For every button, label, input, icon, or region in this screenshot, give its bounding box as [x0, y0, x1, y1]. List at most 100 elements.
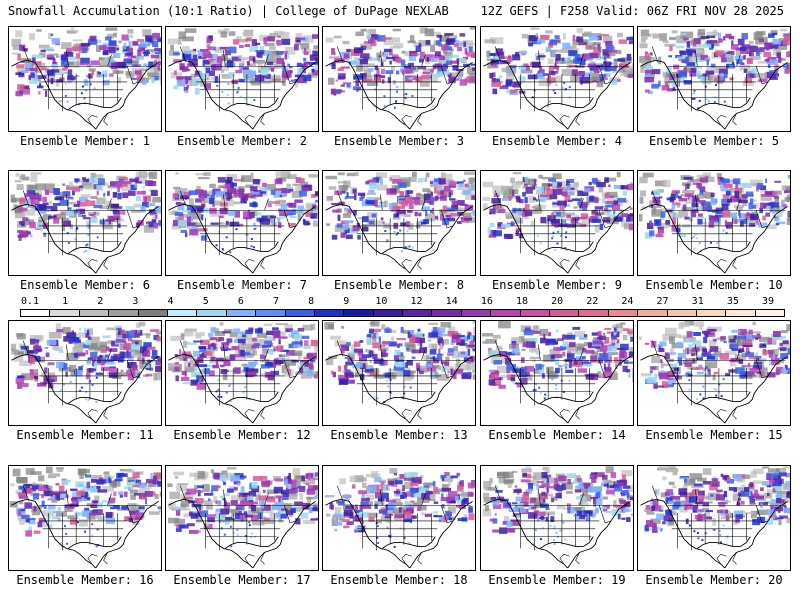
- snow-pixel: [430, 196, 437, 202]
- snow-pixel: [748, 202, 753, 210]
- snow-pixel: [65, 532, 68, 535]
- snow-pixel: [156, 369, 161, 373]
- snow-pixel: [545, 30, 553, 34]
- snow-pixel: [441, 366, 446, 373]
- snow-pixel: [515, 230, 519, 237]
- snow-pixel: [628, 351, 633, 358]
- snow-pixel: [693, 47, 704, 53]
- snow-pixel: [167, 483, 173, 488]
- snow-pixel: [216, 57, 223, 64]
- snow-pixel: [276, 39, 281, 46]
- snow-pixel: [568, 191, 574, 196]
- snow-pixel: [73, 204, 80, 207]
- snow-pixel: [543, 333, 546, 341]
- snow-pixel: [689, 70, 697, 77]
- snow-pixel: [113, 213, 121, 218]
- snow-pixel: [96, 197, 106, 205]
- snow-pixel: [89, 217, 98, 224]
- snow-pixel: [707, 205, 713, 213]
- snow-pixel: [273, 476, 281, 481]
- snow-pixel: [566, 214, 572, 218]
- snow-pixel: [237, 343, 245, 352]
- snow-pixel: [99, 219, 105, 225]
- snow-pixel: [448, 501, 456, 504]
- snow-pixel: [305, 61, 311, 65]
- state-borders: [336, 340, 471, 420]
- snow-pixel: [434, 215, 439, 220]
- snow-pixel: [121, 505, 128, 510]
- snow-pixel: [415, 45, 422, 53]
- snow-pixel: [225, 517, 230, 525]
- snow-pixel: [251, 39, 258, 46]
- snow-pixel: [116, 336, 119, 341]
- snow-pixel: [389, 60, 392, 65]
- snow-pixel: [744, 77, 753, 84]
- snow-pixel: [470, 182, 475, 188]
- snow-pixel: [686, 347, 689, 355]
- snow-pixel: [194, 513, 200, 518]
- snow-pixel: [697, 355, 702, 358]
- snow-pixel: [335, 521, 343, 526]
- snow-pixel: [307, 352, 318, 360]
- snow-pixel: [433, 486, 439, 493]
- snow-pixel: [594, 224, 600, 233]
- snow-pixel: [367, 37, 375, 44]
- ensemble-member-label: Ensemble Member: 5: [648, 134, 780, 148]
- snow-pixel: [492, 230, 502, 237]
- snow-pixel: [215, 191, 226, 198]
- snow-pixel: [303, 51, 309, 56]
- snow-pixel: [588, 39, 592, 45]
- snow-pixel: [440, 475, 447, 478]
- snow-pixel: [211, 189, 215, 197]
- snow-pixel: [710, 198, 717, 205]
- snow-pixel: [287, 368, 291, 376]
- snow-pixel: [151, 349, 158, 356]
- snow-pixel: [109, 73, 114, 77]
- snow-pixel: [731, 195, 737, 203]
- snow-pixel: [292, 467, 301, 476]
- snow-pixel: [441, 493, 444, 498]
- snow-pixel: [429, 200, 435, 205]
- snow-pixel: [571, 198, 580, 201]
- snow-pixel: [581, 191, 589, 197]
- snow-pixel: [740, 219, 749, 225]
- snow-pixel: [59, 199, 69, 206]
- snow-pixel: [60, 211, 69, 215]
- snow-pixel: [222, 249, 225, 252]
- snow-pixel: [666, 197, 674, 201]
- snow-pixel: [565, 180, 570, 186]
- snow-pixel: [512, 171, 522, 175]
- snow-pixel: [240, 331, 247, 335]
- snow-pixel: [668, 36, 677, 41]
- snow-pixel: [501, 56, 511, 60]
- snow-pixel: [149, 213, 157, 216]
- snow-pixel: [203, 54, 213, 59]
- snow-pixel: [261, 218, 270, 225]
- snow-pixel: [360, 501, 369, 507]
- snow-pixel: [169, 491, 180, 500]
- snow-pixel: [325, 37, 334, 43]
- snow-pixel: [174, 362, 179, 365]
- snow-pixel: [67, 75, 74, 80]
- snow-pixel: [740, 62, 745, 66]
- snow-pixel: [110, 181, 120, 187]
- snowfall-map: [638, 172, 790, 274]
- snow-pixel: [588, 181, 592, 186]
- snow-pixel: [550, 49, 563, 53]
- snow-pixel: [259, 76, 272, 84]
- snow-pixel: [780, 57, 786, 61]
- snow-pixel: [551, 51, 555, 57]
- snow-pixel: [694, 57, 704, 63]
- snow-pixel: [199, 346, 207, 353]
- snow-pixel: [228, 31, 236, 36]
- snow-pixel: [390, 329, 397, 333]
- snow-pixel: [86, 495, 91, 499]
- snow-pixel: [428, 322, 439, 325]
- snow-pixel: [699, 177, 709, 183]
- snow-pixel: [180, 333, 185, 340]
- snow-pixel: [314, 65, 318, 71]
- snow-pixel: [67, 61, 74, 65]
- snow-pixel: [774, 180, 782, 183]
- snow-pixel: [34, 378, 39, 382]
- snow-pixel: [138, 48, 144, 52]
